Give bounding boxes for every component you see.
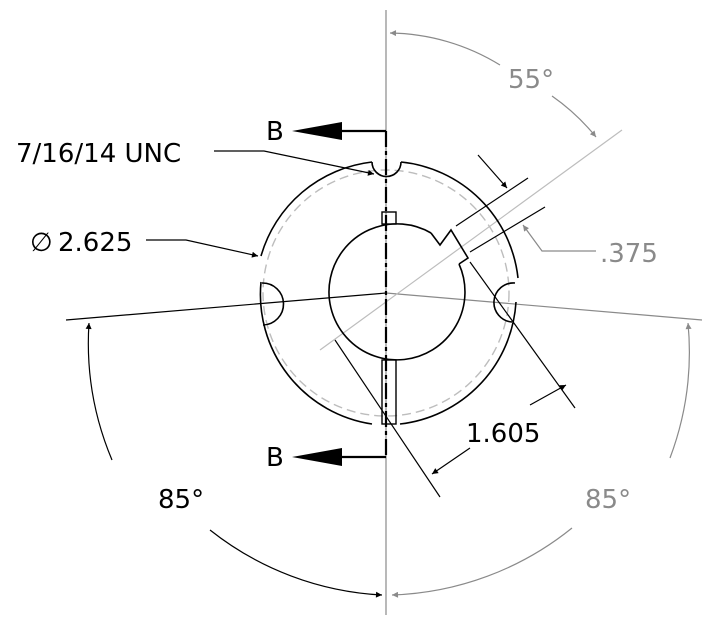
top-notch: [371, 161, 402, 178]
bore-dim-arrow-1: [431, 447, 471, 475]
bore-dim-arrow-2: [529, 384, 567, 406]
angle-85-right-arc-1: [669, 322, 692, 459]
angle-85-left-label: 85°: [158, 485, 204, 515]
bore-extension-2: [469, 261, 576, 409]
thread-callout-label: 7/16/14 UNC: [16, 139, 181, 169]
right-reference-line: [385, 292, 703, 321]
section-label-bottom: B: [266, 443, 284, 473]
key-arrow-1: [477, 154, 508, 189]
diameter-value: 2.625: [58, 228, 132, 258]
angle-55-label: 55°: [508, 65, 554, 95]
key-extension-2: [469, 206, 546, 253]
section-arrow-top-head: [292, 122, 342, 140]
left-hole-arc: [261, 282, 285, 326]
key-extension-1: [455, 177, 529, 227]
left-reference-line: [65, 292, 387, 321]
key-arrow-2: [522, 224, 596, 252]
angle-55-arc-2: [551, 95, 597, 138]
keyway: [430, 228, 470, 265]
angle-85-left-arc-2: [209, 529, 383, 598]
section-label-top: B: [266, 117, 284, 147]
bore-dimension-label: 1.605: [466, 419, 540, 449]
angle-85-left-arc-1: [85, 322, 113, 461]
diameter-symbol: ∅: [30, 228, 53, 258]
angle-85-right-arc-2: [391, 527, 573, 598]
angle-55-arc-1: [389, 30, 501, 66]
right-hole-arc: [493, 282, 516, 323]
thread-leader: [214, 150, 375, 176]
split-slot-bottom: [381, 359, 397, 425]
angle-reference-line: [319, 129, 623, 351]
bore-extension-1: [334, 339, 441, 498]
inner-bore: [328, 223, 466, 361]
split-slot-top: [381, 211, 397, 225]
diameter-leader: [146, 239, 259, 258]
key-width-label: .375: [600, 239, 658, 269]
outer-profile: [259, 161, 519, 425]
section-arrow-bottom-head: [292, 448, 342, 466]
angle-85-right-label: 85°: [585, 485, 631, 515]
